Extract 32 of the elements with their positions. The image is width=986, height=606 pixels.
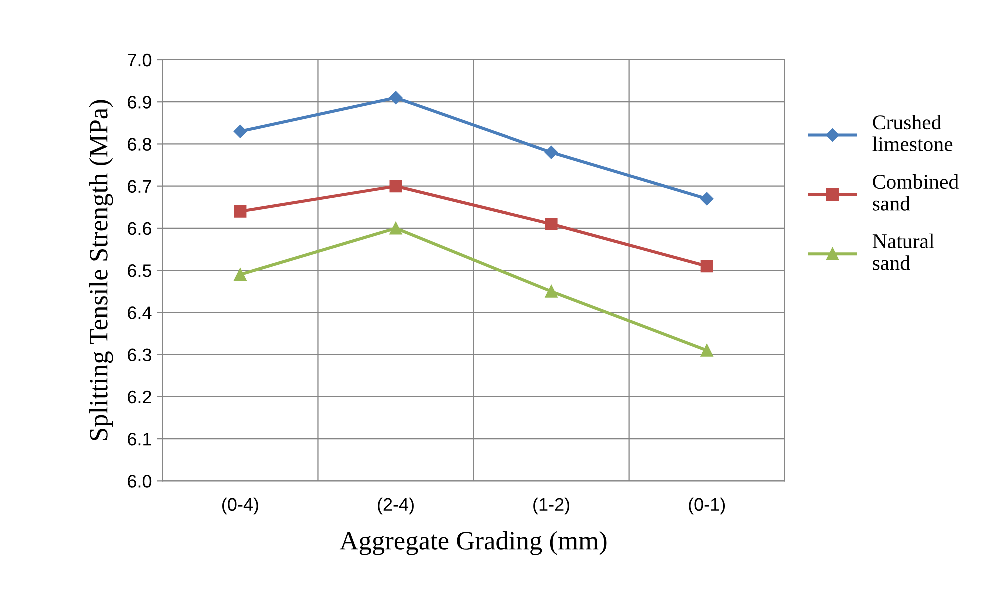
y-tick-label: 6.6 [128, 222, 152, 236]
x-tick-label: (2-4) [378, 498, 414, 515]
y-tick-label: 6.8 [128, 138, 152, 151]
point [234, 125, 248, 138]
y-tick-label: 6.9 [128, 96, 152, 109]
x-axis-title: Aggregate Grading (mm) [340, 531, 607, 556]
y-tick-label: 7.0 [128, 54, 152, 67]
point [700, 344, 714, 357]
y-tick-label: 6.7 [128, 180, 152, 194]
y-tick-label: 6.0 [128, 475, 152, 488]
point [390, 222, 402, 235]
x-tick-label: (0-1) [689, 498, 726, 515]
point [544, 146, 558, 160]
legend-label: Combined sand [873, 174, 959, 211]
point [234, 205, 247, 218]
point [390, 180, 402, 193]
point [389, 91, 403, 104]
x-tick-label: (1-2) [534, 498, 570, 515]
legend-label: Natural sand [872, 234, 934, 270]
x-tick-label: (0-4) [222, 498, 258, 515]
y-tick-label: 6.1 [128, 432, 152, 446]
y-tick-label: 6.5 [128, 264, 152, 278]
point [234, 268, 247, 282]
point [545, 285, 558, 298]
y-tick-label: 6.3 [128, 348, 152, 362]
y-tick-label: 6.4 [128, 306, 152, 320]
point [700, 192, 714, 206]
y-tick-label: 6.2 [128, 390, 152, 404]
y-axis-title: Splitting Tensile Strength (MPa) [89, 100, 114, 440]
point [700, 260, 714, 273]
point [545, 218, 558, 230]
legend-label: Crushed limestone [872, 115, 953, 152]
